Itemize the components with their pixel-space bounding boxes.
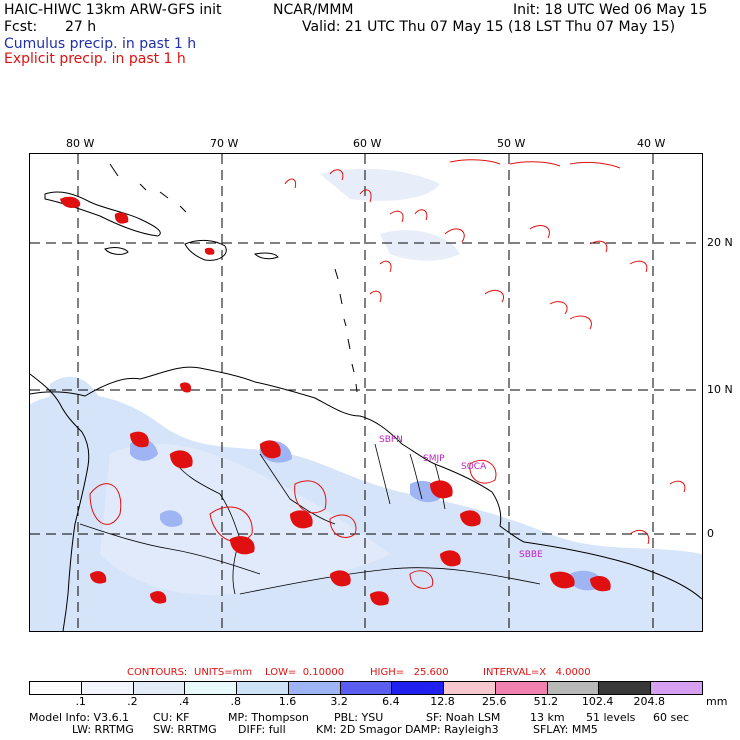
contour-low: LOW= 0.10000 [265, 667, 345, 678]
colorbar-tick-label: 51.2 [533, 695, 559, 708]
colorbar-segment [288, 682, 341, 694]
colorbar-tick-label: .1 [75, 695, 86, 708]
station-smjp: SMJP [423, 454, 445, 464]
coastlines [30, 163, 702, 631]
map-drawing [30, 154, 702, 631]
contour-high: HIGH= 25.600 [370, 667, 449, 678]
lat-label-20n: 20 N [707, 236, 733, 249]
model-info-item: SW: RRTMG [153, 723, 217, 736]
contour-interval: INTERVAL=X 4.0000 [483, 667, 591, 678]
contour-units: UNITS=mm [194, 667, 253, 678]
colorbar-tick-label: 1.6 [278, 695, 297, 708]
colorbar-tick-label: .2 [127, 695, 138, 708]
explicit-precip-cores [60, 196, 611, 606]
colorbar-tick-label: 12.8 [430, 695, 455, 708]
model-info-item: 60 sec [653, 711, 690, 724]
agency-label: NCAR/MMM [273, 2, 354, 18]
colorbar-segment [30, 682, 82, 694]
model-info-item: 13 km [530, 711, 565, 724]
colorbar-segment [185, 682, 238, 694]
colorbar-segment [81, 682, 134, 694]
model-info-item: LW: RRTMG [72, 723, 134, 736]
station-soca: SOCA [461, 462, 487, 472]
colorbar-segment [444, 682, 496, 694]
colorbar-units: mm [706, 695, 728, 708]
explicit-precip-rings [89, 459, 686, 589]
lat-label-10n: 10 N [707, 383, 733, 396]
model-info-item: KM: 2D Smagor [316, 723, 402, 736]
precip-colorbar [29, 681, 703, 695]
colorbar-tick-label: .8 [230, 695, 242, 708]
colorbar-tick-label: 3.2 [330, 695, 348, 708]
colorbar-tick-label: 204.8 [633, 695, 666, 708]
explicit-precip-contours [284, 159, 648, 330]
colorbar-segment [495, 682, 548, 694]
lon-label-80w: 80 W [66, 137, 95, 150]
colorbar-segment [547, 682, 600, 694]
model-info-item: Model Info: V3.6.1 [29, 711, 130, 724]
legend-explicit: Explicit precip. in past 1 h [4, 51, 186, 67]
lon-label-60w: 60 W [353, 137, 382, 150]
lon-label-70w: 70 W [210, 137, 239, 150]
colorbar-segment [392, 682, 445, 694]
contour-info: CONTOURS: UNITS=mm LOW= 0.10000 HIGH= 25… [0, 667, 740, 733]
colorbar-segment [651, 682, 702, 694]
lat-lon-grid [30, 154, 702, 631]
model-info-item: MP: Thompson [228, 711, 309, 724]
country-borders [79, 443, 541, 595]
lat-label-equator: 0 [707, 527, 714, 540]
model-info-item: CU: KF [153, 711, 190, 724]
model-info-item: SFLAY: MM5 [533, 723, 598, 736]
colorbar-tick-label: 102.4 [581, 695, 614, 708]
contour-label: CONTOURS: [127, 667, 188, 678]
forecast-label: Fcst: [4, 19, 38, 35]
colorbar-tick-label: 6.4 [382, 695, 400, 708]
station-sbbe: SBBE [519, 550, 543, 560]
precip-map: SBFN SMJP SOCA SBBE [29, 153, 703, 632]
lon-label-40w: 40 W [637, 137, 666, 150]
lon-label-50w: 50 W [497, 137, 526, 150]
model-info-item: 51 levels [586, 711, 636, 724]
colorbar-segment [340, 682, 393, 694]
colorbar-tick-label: 25.6 [481, 695, 507, 708]
model-info-item: DAMP: Rayleigh3 [405, 723, 499, 736]
cumulus-precip-field [30, 168, 702, 631]
colorbar-segment [133, 682, 186, 694]
model-info-item: PBL: YSU [334, 711, 384, 724]
forecast-hour: 27 h [65, 19, 97, 35]
colorbar-segment [599, 682, 652, 694]
init-time: Init: 18 UTC Wed 06 May 15 [513, 2, 708, 18]
model-info-item: DIFF: full [238, 723, 286, 736]
model-title: HAIC-HIWC 13km ARW-GFS init [4, 2, 222, 18]
station-sbfn: SBFN [379, 435, 403, 445]
valid-time: Valid: 21 UTC Thu 07 May 15 (18 LST Thu … [302, 19, 676, 35]
colorbar-segment [237, 682, 289, 694]
legend-cumulus: Cumulus precip. in past 1 h [4, 36, 197, 52]
model-info-item: SF: Noah LSM [426, 711, 501, 724]
colorbar-tick-label: .4 [178, 695, 190, 708]
